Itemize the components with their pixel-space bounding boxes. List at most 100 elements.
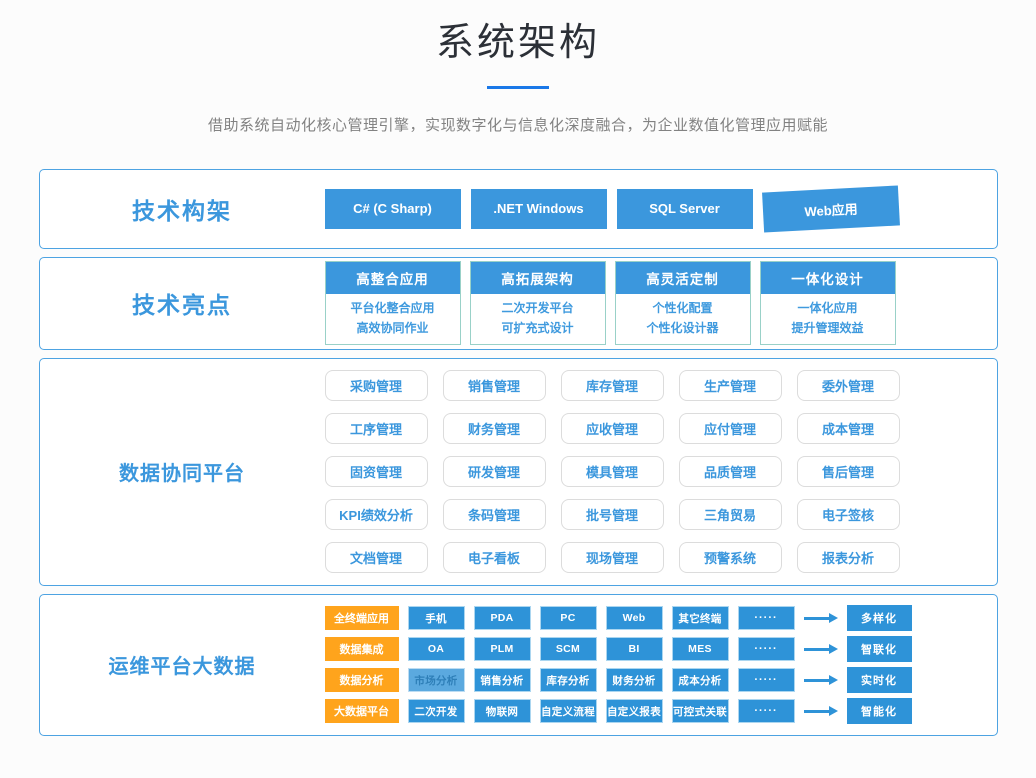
flow-node: 自定义流程 (539, 699, 597, 724)
panel-data-platform: 数据协同平台 采购管理 销售管理 库存管理 生产管理 委外管理 工序管理 财务管… (38, 357, 998, 586)
module-chip: 委外管理 (796, 370, 900, 402)
flow-result: 智联化 (846, 636, 912, 663)
panel-tech-stack: 技术构架 C# (C Sharp) .NET Windows SQL Serve… (38, 168, 998, 249)
flow-category: 全终端应用 (324, 606, 399, 631)
highlight-card-line: 个性化设计器 (646, 321, 719, 336)
flow-node: 财务分析 (605, 668, 663, 693)
flow-node: 二次开发 (407, 699, 465, 724)
module-chip: 报表分析 (796, 542, 900, 574)
page-subtitle: 借助系统自动化核心管理引擎，实现数字化与信息化深度融合，为企业数值化管理应用赋能 (207, 116, 828, 134)
tech-stack-label: 技术构架 (132, 197, 232, 224)
flow-row-bigdata-platform: 大数据平台 二次开发 物联网 自定义流程 自定义报表 可控式关联 ····· 智… (324, 698, 997, 725)
module-chip: 预警系统 (678, 542, 782, 574)
flow-node: 可控式关联 (671, 699, 729, 724)
tech-item-csharp: C# (C Sharp) (324, 188, 461, 229)
module-chip: 电子签核 (796, 499, 900, 531)
flow-node: PLM (473, 637, 531, 662)
highlight-card: 一体化设计 一体化应用 提升管理效益 (759, 261, 896, 346)
flow-row-terminals: 全终端应用 手机 PDA PC Web 其它终端 ····· 多样化 (324, 605, 997, 632)
module-chip: 电子看板 (442, 542, 546, 574)
module-grid: 采购管理 销售管理 库存管理 生产管理 委外管理 工序管理 财务管理 应收管理 … (324, 359, 997, 585)
module-chip: 生产管理 (678, 370, 782, 402)
flow-node: PC (539, 606, 597, 631)
flow-node: PDA (473, 606, 531, 631)
flow-node: BI (605, 637, 663, 662)
title-divider (487, 85, 549, 89)
flow-category: 大数据平台 (324, 699, 399, 724)
module-chip: 销售管理 (442, 370, 546, 402)
flow-node: 物联网 (473, 699, 531, 724)
highlight-card-line: 二次开发平台 (501, 301, 574, 316)
flow-node-ellipsis: ····· (737, 699, 795, 724)
highlight-card-line: 一体化应用 (797, 301, 858, 316)
tech-item-sqlserver: SQL Server (616, 188, 753, 229)
data-platform-label: 数据协同平台 (119, 463, 245, 486)
page-title: 系统架构 (435, 22, 600, 64)
flow-node-ellipsis: ····· (737, 637, 795, 662)
flow-node: 销售分析 (473, 668, 531, 693)
highlight-card-line: 高效协同作业 (356, 321, 429, 336)
highlight-card-title: 高拓展架构 (470, 262, 605, 295)
flow-arrow-icon (803, 644, 838, 655)
module-chip: 采购管理 (324, 370, 428, 402)
flow-node: 成本分析 (671, 668, 729, 693)
module-chip: 模具管理 (560, 456, 664, 488)
flow-result: 多样化 (846, 605, 912, 632)
module-chip: 工序管理 (324, 413, 428, 445)
highlight-card: 高灵活定制 个性化配置 个性化设计器 (614, 261, 751, 346)
flow-node: MES (671, 637, 729, 662)
flow-node: 库存分析 (539, 668, 597, 693)
module-chip: 条码管理 (442, 499, 546, 531)
module-chip: 应付管理 (678, 413, 782, 445)
flow-result: 智能化 (846, 698, 912, 725)
flow-node: Web (605, 606, 663, 631)
tech-stack-items: C# (C Sharp) .NET Windows SQL Server Web… (324, 170, 997, 248)
bigdata-label: 运维平台大数据 (108, 656, 256, 679)
bigdata-rows: 全终端应用 手机 PDA PC Web 其它终端 ····· 多样化 数据集成 … (324, 595, 997, 735)
highlight-card: 高拓展架构 二次开发平台 可扩充式设计 (469, 261, 606, 346)
flow-result: 实时化 (846, 667, 912, 694)
module-chip: KPI绩效分析 (324, 499, 428, 531)
highlight-card-title: 一体化设计 (760, 262, 895, 295)
flow-node-ellipsis: ····· (737, 668, 795, 693)
flow-node: OA (407, 637, 465, 662)
tech-item-web: Web应用 (761, 185, 900, 233)
tech-item-dotnet: .NET Windows (470, 188, 607, 229)
module-chip: 固资管理 (324, 456, 428, 488)
module-chip: 三角贸易 (678, 499, 782, 531)
module-chip: 研发管理 (442, 456, 546, 488)
panels-container: 技术构架 C# (C Sharp) .NET Windows SQL Serve… (0, 168, 1036, 736)
flow-row-integration: 数据集成 OA PLM SCM BI MES ····· 智联化 (324, 636, 997, 663)
highlight-card-title: 高整合应用 (325, 262, 460, 295)
highlights-cards: 高整合应用 平台化整合应用 高效协同作业 高拓展架构 二次开发平台 可扩充式设计… (324, 258, 997, 349)
highlight-card-line: 平台化整合应用 (350, 301, 435, 316)
module-chip: 品质管理 (678, 456, 782, 488)
highlight-card-line: 个性化配置 (652, 301, 713, 316)
highlight-card-line: 提升管理效益 (791, 321, 864, 336)
highlight-card-title: 高灵活定制 (615, 262, 750, 295)
module-chip: 批号管理 (560, 499, 664, 531)
panel-bigdata: 运维平台大数据 全终端应用 手机 PDA PC Web 其它终端 ····· 多… (38, 593, 998, 736)
flow-node: 手机 (407, 606, 465, 631)
highlights-label: 技术亮点 (132, 292, 232, 319)
flow-node-ellipsis: ····· (737, 606, 795, 631)
flow-arrow-icon (803, 613, 838, 624)
module-chip: 财务管理 (442, 413, 546, 445)
highlight-card: 高整合应用 平台化整合应用 高效协同作业 (324, 261, 461, 346)
module-chip: 应收管理 (560, 413, 664, 445)
flow-arrow-icon (803, 706, 838, 717)
module-chip: 库存管理 (560, 370, 664, 402)
highlight-card-line: 可扩充式设计 (501, 321, 574, 336)
module-chip: 售后管理 (796, 456, 900, 488)
module-chip: 文档管理 (324, 542, 428, 574)
flow-node: 其它终端 (671, 606, 729, 631)
module-chip: 成本管理 (796, 413, 900, 445)
panel-highlights: 技术亮点 高整合应用 平台化整合应用 高效协同作业 高拓展架构 二次开发平台 可… (38, 256, 998, 350)
module-chip: 现场管理 (560, 542, 664, 574)
flow-node: 市场分析 (407, 668, 465, 693)
flow-row-analysis: 数据分析 市场分析 销售分析 库存分析 财务分析 成本分析 ····· 实时化 (324, 667, 997, 694)
flow-category: 数据分析 (324, 668, 399, 693)
flow-arrow-icon (803, 675, 838, 686)
flow-category: 数据集成 (324, 637, 399, 662)
